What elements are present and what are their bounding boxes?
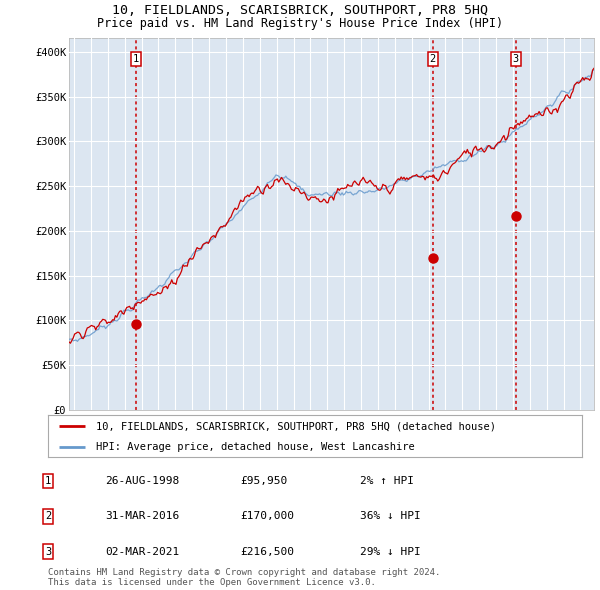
Text: 1: 1 [133, 54, 139, 64]
Text: 3: 3 [45, 547, 51, 556]
Text: £170,000: £170,000 [240, 512, 294, 521]
Text: 29% ↓ HPI: 29% ↓ HPI [360, 547, 421, 556]
Text: 02-MAR-2021: 02-MAR-2021 [105, 547, 179, 556]
Text: 36% ↓ HPI: 36% ↓ HPI [360, 512, 421, 521]
Text: 31-MAR-2016: 31-MAR-2016 [105, 512, 179, 521]
Text: £216,500: £216,500 [240, 547, 294, 556]
Text: Price paid vs. HM Land Registry's House Price Index (HPI): Price paid vs. HM Land Registry's House … [97, 17, 503, 30]
Text: 10, FIELDLANDS, SCARISBRICK, SOUTHPORT, PR8 5HQ (detached house): 10, FIELDLANDS, SCARISBRICK, SOUTHPORT, … [96, 421, 496, 431]
Text: 10, FIELDLANDS, SCARISBRICK, SOUTHPORT, PR8 5HQ: 10, FIELDLANDS, SCARISBRICK, SOUTHPORT, … [112, 4, 488, 17]
Text: 3: 3 [513, 54, 519, 64]
Text: 2: 2 [45, 512, 51, 521]
Text: £95,950: £95,950 [240, 476, 287, 486]
Text: 26-AUG-1998: 26-AUG-1998 [105, 476, 179, 486]
Text: Contains HM Land Registry data © Crown copyright and database right 2024.
This d: Contains HM Land Registry data © Crown c… [48, 568, 440, 587]
Text: 1: 1 [45, 476, 51, 486]
Text: 2: 2 [430, 54, 436, 64]
Text: HPI: Average price, detached house, West Lancashire: HPI: Average price, detached house, West… [96, 442, 415, 451]
Text: 2% ↑ HPI: 2% ↑ HPI [360, 476, 414, 486]
